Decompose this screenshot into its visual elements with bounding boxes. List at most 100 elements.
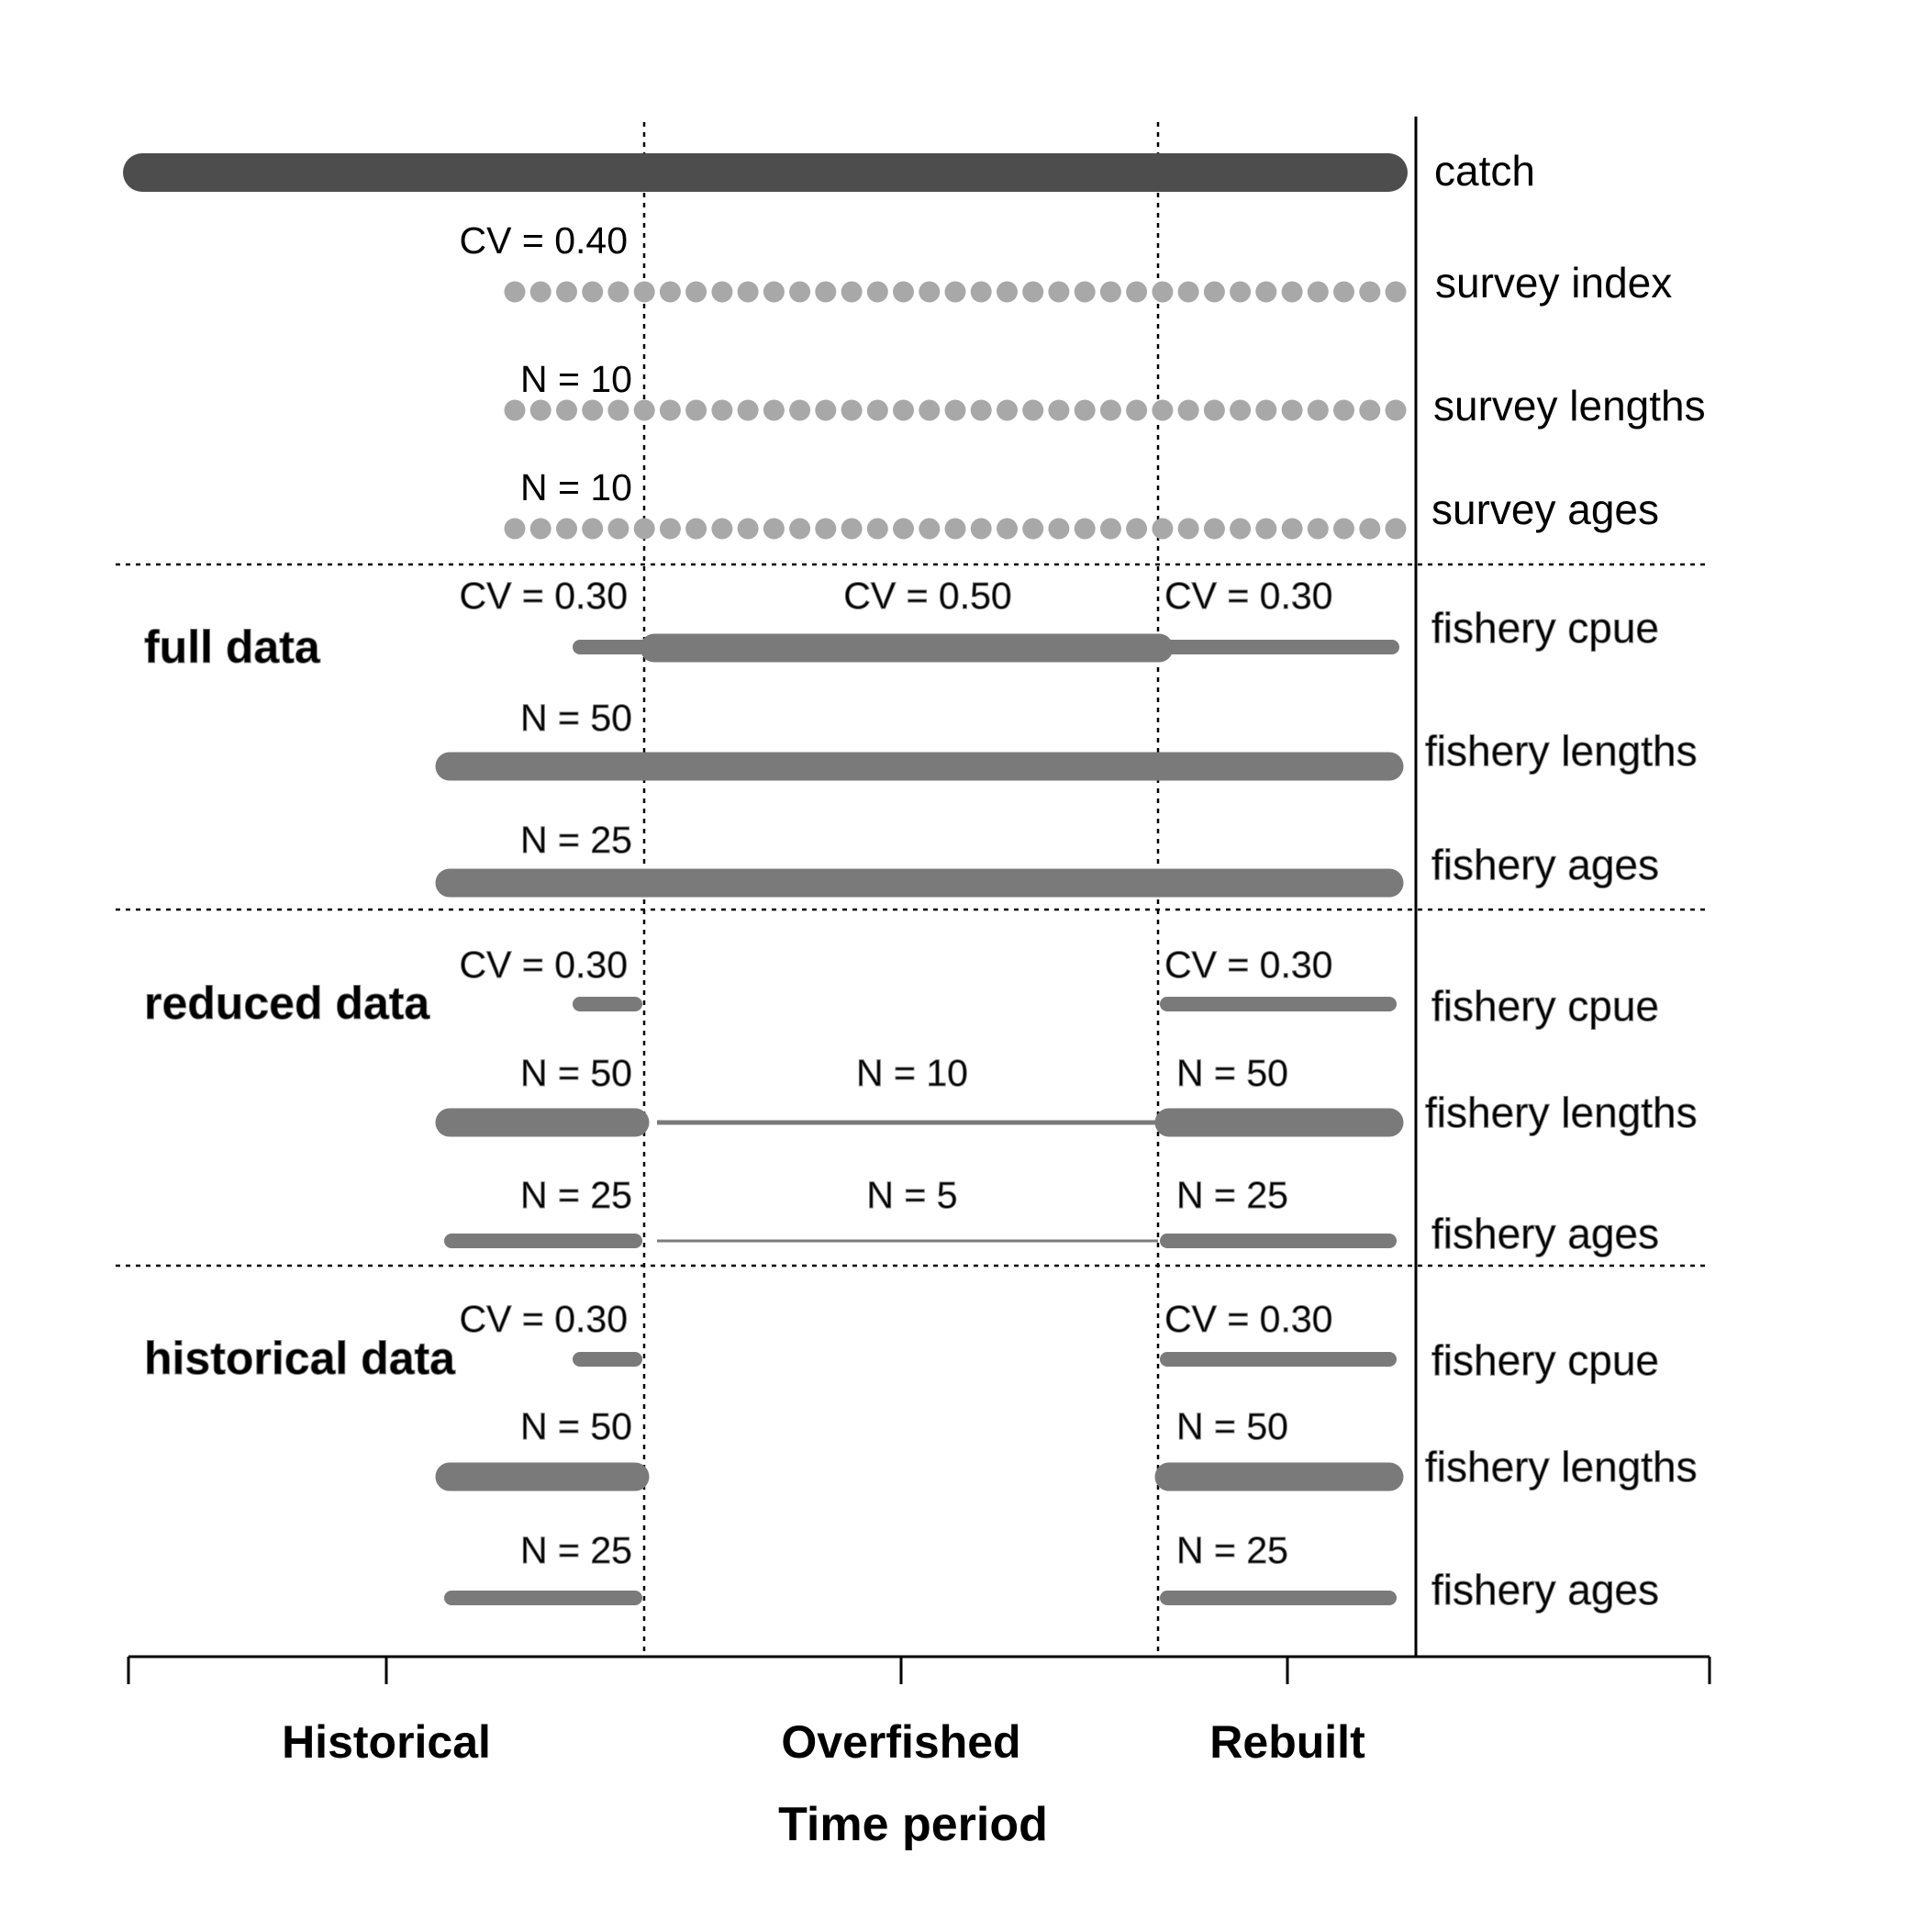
survey-index-dot [685,281,707,303]
scenario-title-historical: historical data [144,1333,456,1384]
survey-ages-dot [659,518,681,540]
reduced-ages-annotation-overfished: N = 5 [866,1174,957,1216]
reduced-cpue-annotation-historical: CV = 0.30 [460,944,628,986]
survey-lengths-dot [1022,399,1044,421]
survey-index-dot [789,281,811,303]
scenario-historical-data: historical data CV = 0.30 CV = 0.30 fish… [144,1298,1699,1614]
survey-lengths-dot [659,399,681,421]
survey-index-dot [763,281,785,303]
survey-lengths-dot [893,399,914,421]
survey-lengths-dot [841,399,863,421]
historical-cpue-annotation-historical: CV = 0.30 [460,1298,628,1340]
full-lengths-label: fishery lengths [1425,727,1698,775]
survey-lengths-dot [529,399,551,421]
survey-ages-dot [685,518,707,540]
survey-index-dot [1099,281,1121,303]
survey-lengths-dot [815,399,837,421]
survey-lengths-dot [1307,399,1329,421]
scenario-reduced-data: reduced data CV = 0.30 CV = 0.30 fishery… [144,944,1699,1258]
survey-lengths-dot [1281,399,1303,421]
survey-ages-dot [1203,518,1225,540]
survey-index-dot [944,281,966,303]
time-period-axis [127,1655,1711,1684]
x-axis-title: Time period [778,1798,1048,1851]
scenario-title-full: full data [144,621,321,673]
survey-index-dot [1230,281,1252,303]
reduced-ages-annotation-historical: N = 25 [520,1174,632,1216]
survey-ages-dot [737,518,759,540]
survey-lengths-dot [763,399,785,421]
survey-lengths-dot [685,399,707,421]
full-ages-label: fishery ages [1431,841,1659,888]
historical-lengths-label: fishery lengths [1425,1443,1698,1491]
survey-index-dot [1048,281,1070,303]
survey-lengths-dot [789,399,811,421]
survey-lengths-dot [997,399,1018,421]
tick-label-historical: Historical [282,1716,491,1768]
survey-lengths-dot [582,399,604,421]
survey-index-dot [1126,281,1148,303]
survey-lengths-dot [607,399,629,421]
survey-index-dot [737,281,759,303]
reduced-lengths-annotation-rebuilt: N = 50 [1176,1052,1288,1094]
survey-lengths-dot [1177,399,1199,421]
survey-index-dot [970,281,992,303]
survey-ages-dot [1099,518,1121,540]
reduced-ages-label: fishery ages [1431,1210,1659,1257]
reduced-ages-annotation-rebuilt: N = 25 [1176,1174,1288,1216]
historical-ages-annotation-rebuilt: N = 25 [1176,1529,1288,1571]
survey-lengths-dot [711,399,733,421]
survey-ages-label: survey ages [1431,486,1659,533]
survey-ages-dot [1230,518,1252,540]
survey-index-annotation: CV = 0.40 [460,219,628,262]
full-cpue-label: fishery cpue [1431,604,1659,652]
historical-ages-annotation-historical: N = 25 [520,1529,632,1571]
reduced-cpue-label: fishery cpue [1431,982,1659,1030]
full-cpue-annotation-overfished: CV = 0.50 [843,575,1011,617]
survey-index-label: survey index [1435,259,1672,307]
scenario-full-data: full data CV = 0.30 CV = 0.50 CV = 0.30 … [144,575,1698,898]
survey-lengths-dot [1359,399,1381,421]
survey-ages-dot [1048,518,1070,540]
survey-index-dot [919,281,941,303]
survey-lengths-dot [633,399,655,421]
survey-index-dot [997,281,1018,303]
historical-cpue-label: fishery cpue [1431,1336,1659,1384]
survey-index-dot [1385,281,1407,303]
survey-index-dot [556,281,577,303]
survey-index-dot [1359,281,1381,303]
survey-lengths-dot [556,399,577,421]
survey-index-dot [841,281,863,303]
survey-index-dot [711,281,733,303]
survey-index-dot [633,281,655,303]
full-cpue-annotation-rebuilt: CV = 0.30 [1164,575,1332,617]
survey-lengths-dot [737,399,759,421]
reduced-lengths-annotation-overfished: N = 10 [856,1052,968,1094]
survey-index-dot [1281,281,1303,303]
survey-ages-dot [529,518,551,540]
historical-lengths-annotation-historical: N = 50 [520,1405,632,1447]
historical-cpue-annotation-rebuilt: CV = 0.30 [1164,1298,1332,1340]
survey-lengths-dot [1152,399,1174,421]
survey-ages-dot [633,518,655,540]
tick-label-rebuilt: Rebuilt [1209,1716,1365,1768]
survey-ages-dot [1074,518,1096,540]
survey-index-dot [815,281,837,303]
survey-index-dot [582,281,604,303]
survey-lengths-dot [1333,399,1354,421]
survey-index-dot [893,281,914,303]
survey-ages-dot [970,518,992,540]
survey-lengths-dot [1230,399,1252,421]
survey-ages-dot [1307,518,1329,540]
catch-label: catch [1434,147,1535,195]
survey-index-dot [1203,281,1225,303]
survey-ages-dot [815,518,837,540]
survey-index-dot [1333,281,1354,303]
survey-lengths-annotation: N = 10 [520,358,632,400]
survey-lengths-dot [1048,399,1070,421]
survey-lengths-label: survey lengths [1433,382,1706,430]
survey-ages-dot [789,518,811,540]
common-data-rows: catch CV = 0.40 survey index N = 10 surv… [123,147,1706,540]
full-lengths-annotation: N = 50 [520,697,632,739]
